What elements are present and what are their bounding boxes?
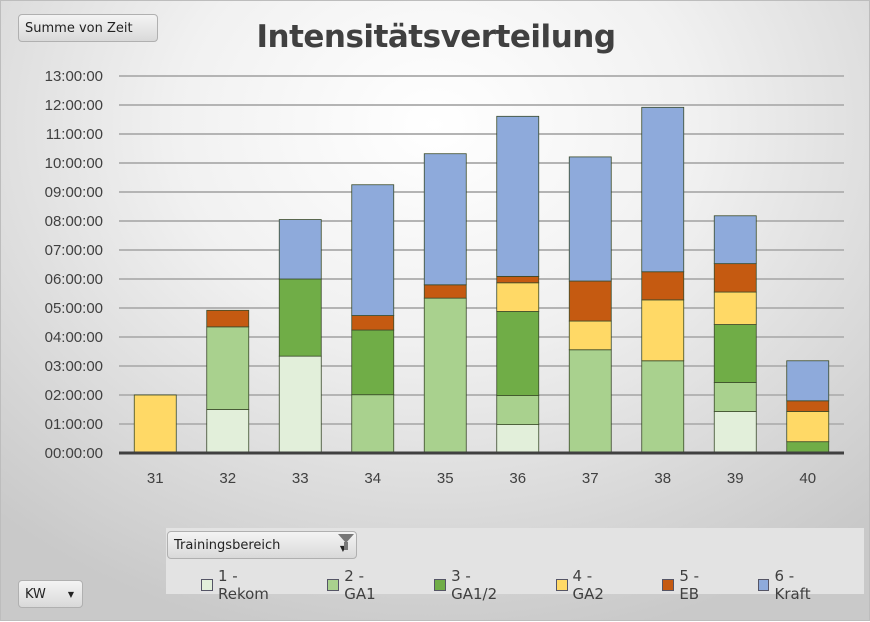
y-tick-label: 07:00:00: [45, 242, 103, 259]
legend-field-button[interactable]: Trainingsbereich ▼: [167, 531, 357, 559]
y-tick-label: 06:00:00: [45, 271, 103, 288]
bar-segment: [786, 441, 830, 454]
legend-swatch: [201, 579, 213, 591]
x-tick-label: 36: [509, 470, 526, 487]
x-tick-label: 32: [219, 470, 236, 487]
bar-segment: [713, 382, 757, 412]
bar-segment: [568, 349, 612, 454]
y-tick-label: 13:00:00: [45, 68, 103, 85]
y-tick-label: 08:00:00: [45, 213, 103, 230]
legend-item: 6 - Kraft: [757, 567, 835, 603]
x-tick-label: 35: [437, 470, 454, 487]
legend-swatch: [662, 579, 675, 591]
x-tick-label: 38: [654, 470, 671, 487]
y-tick-label: 10:00:00: [45, 155, 103, 172]
bar-segment: [351, 184, 395, 316]
bar-segment: [423, 297, 467, 454]
legend-label: 4 - GA2: [572, 567, 604, 603]
bar-segment: [423, 153, 467, 286]
legend-item: 5 - EB: [662, 567, 723, 603]
bar-segment: [641, 360, 685, 454]
legend-label: 2 - GA1: [344, 567, 376, 603]
y-tick-label: 04:00:00: [45, 329, 103, 346]
legend-item: 2 - GA1: [327, 567, 400, 603]
bar-segment: [641, 106, 685, 273]
y-tick-label: 09:00:00: [45, 184, 103, 201]
legend-item: 1 - Rekom: [201, 567, 293, 603]
y-tick-label: 03:00:00: [45, 358, 103, 375]
y-tick-label: 11:00:00: [46, 126, 103, 143]
bar-segment: [641, 271, 685, 301]
x-tick-label: 31: [147, 470, 164, 487]
legend: 1 - Rekom 2 - GA1 3 - GA1/2 4 - GA2 5 - EB 6 …: [201, 567, 869, 603]
bar-segment: [496, 275, 540, 284]
filter-icon: [338, 534, 354, 543]
bar-segment: [713, 263, 757, 293]
chart-title: Intensitätsverteilung: [256, 19, 616, 55]
legend-label: 6 - Kraft: [774, 567, 811, 603]
x-tick-label: 40: [799, 470, 816, 487]
bar-segment: [568, 320, 612, 351]
bar-segment: [496, 311, 540, 396]
axis-field-button[interactable]: KW ▼: [18, 580, 83, 608]
bar-segment: [278, 355, 322, 454]
bar-segment: [351, 315, 395, 331]
legend-label: 5 - EB: [679, 567, 700, 603]
chevron-down-icon: ▼: [67, 590, 74, 599]
legend-field-label: Trainingsbereich: [174, 538, 281, 553]
value-field-button[interactable]: Summe von Zeit: [18, 14, 158, 42]
y-tick-label: 00:00:00: [45, 445, 103, 462]
chevron-down-icon: ▼: [339, 544, 346, 553]
bar-segment: [351, 394, 395, 454]
bar-segment: [206, 309, 250, 328]
x-tick-label: 39: [727, 470, 744, 487]
bar-segment: [713, 411, 757, 454]
bar-segment: [423, 284, 467, 299]
legend-swatch: [757, 579, 770, 591]
y-tick-label: 12:00:00: [45, 97, 103, 114]
bar-segment: [496, 424, 540, 454]
bar-segment: [278, 278, 322, 357]
legend-swatch: [555, 579, 568, 591]
x-tick-label: 33: [292, 470, 309, 487]
y-tick-label: 05:00:00: [45, 300, 103, 317]
x-tick-label: 34: [364, 470, 381, 487]
bar-segment: [278, 219, 322, 280]
bar-segment: [206, 409, 250, 454]
x-tick-label: 37: [582, 470, 599, 487]
legend-label: 3 - GA1/2: [451, 567, 498, 603]
legend-swatch: [327, 579, 340, 591]
bar-segment: [206, 326, 250, 410]
bar-segment: [133, 394, 177, 454]
bar-segment: [568, 280, 612, 322]
bar-segment: [786, 400, 830, 412]
legend-item: 4 - GA2: [555, 567, 629, 603]
bar-segment: [786, 360, 830, 402]
bar-segment: [496, 282, 540, 312]
bar-segment: [786, 411, 830, 443]
axis-field-label: KW: [25, 587, 46, 602]
legend-item: 3 - GA1/2: [434, 567, 521, 603]
bar-segment: [496, 395, 540, 425]
bar-segment: [351, 329, 395, 396]
bar-segment: [568, 156, 612, 282]
bar-segment: [713, 291, 757, 325]
filter-icon-stem: [344, 542, 348, 550]
legend-swatch: [434, 579, 447, 591]
bar-segment: [496, 115, 540, 277]
bar-segment: [713, 215, 757, 265]
legend-label: 1 - Rekom: [217, 567, 269, 603]
bar-segment: [641, 299, 685, 362]
bar-segment: [713, 324, 757, 383]
y-tick-label: 01:00:00: [45, 416, 103, 433]
y-tick-label: 02:00:00: [45, 387, 103, 404]
